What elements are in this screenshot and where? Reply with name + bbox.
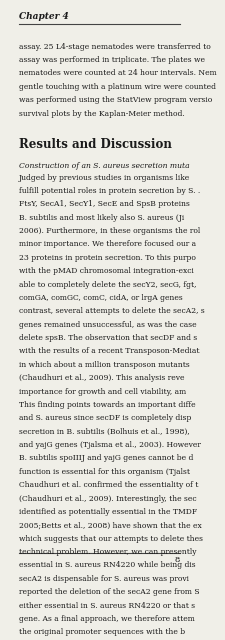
Text: assay. 25 L4-stage nematodes were transferred to: assay. 25 L4-stage nematodes were transf…	[18, 43, 209, 51]
Text: 23 proteins in protein secretion. To this purpo: 23 proteins in protein secretion. To thi…	[18, 254, 195, 262]
Text: and S. aureus since secDF is completely disp: and S. aureus since secDF is completely …	[18, 414, 190, 422]
Text: Chaudhuri et al. confirmed the essentiality of t: Chaudhuri et al. confirmed the essential…	[18, 481, 197, 489]
Text: 2005;Betts et al., 2008) have shown that the ex: 2005;Betts et al., 2008) have shown that…	[18, 522, 200, 529]
Text: Results and Discussion: Results and Discussion	[18, 138, 171, 151]
Text: with the pMAD chromosomal integration-exci: with the pMAD chromosomal integration-ex…	[18, 268, 193, 275]
Text: which suggests that our attempts to delete thes: which suggests that our attempts to dele…	[18, 535, 202, 543]
Text: in which about a million transposon mutants: in which about a million transposon muta…	[18, 361, 189, 369]
Text: reported the deletion of the secA2 gene from S: reported the deletion of the secA2 gene …	[18, 588, 198, 596]
Text: importance for growth and cell viability, am: importance for growth and cell viability…	[18, 388, 185, 396]
Text: secA2 is dispensable for S. aureus was provi: secA2 is dispensable for S. aureus was p…	[18, 575, 188, 583]
Text: with the results of a recent Transposon-Mediat: with the results of a recent Transposon-…	[18, 348, 198, 355]
Text: genes remained unsuccessful, as was the case: genes remained unsuccessful, as was the …	[18, 321, 195, 329]
Text: comGA, comGC, comC, cidA, or lrgA genes: comGA, comGC, comC, cidA, or lrgA genes	[18, 294, 182, 302]
Text: and yajG genes (Tjalsma et al., 2003). However: and yajG genes (Tjalsma et al., 2003). H…	[18, 441, 200, 449]
Text: assay was performed in triplicate. The plates we: assay was performed in triplicate. The p…	[18, 56, 204, 64]
Text: 2006). Furthermore, in these organisms the rol: 2006). Furthermore, in these organisms t…	[18, 227, 199, 235]
Text: able to completely delete the secY2, secG, fgt,: able to completely delete the secY2, sec…	[18, 280, 195, 289]
Text: B. subtilis and most likely also S. aureus (Ji: B. subtilis and most likely also S. aure…	[18, 214, 183, 221]
Text: essential in S. aureus RN4220 while being dis: essential in S. aureus RN4220 while bein…	[18, 561, 194, 570]
Text: gentle touching with a platinum wire were counted: gentle touching with a platinum wire wer…	[18, 83, 215, 91]
Text: gene. As a final approach, we therefore attem: gene. As a final approach, we therefore …	[18, 615, 194, 623]
Text: secretion in B. subtilis (Bolhuis et al., 1998),: secretion in B. subtilis (Bolhuis et al.…	[18, 428, 189, 436]
Text: identified as potentially essential in the TMDF: identified as potentially essential in t…	[18, 508, 196, 516]
Text: technical problem. However, we can presently: technical problem. However, we can prese…	[18, 548, 195, 556]
Text: fulfill potential roles in protein secretion by S. .: fulfill potential roles in protein secre…	[18, 187, 199, 195]
Text: function is essential for this organism (Tjalst: function is essential for this organism …	[18, 468, 189, 476]
Text: the original promoter sequences with the b: the original promoter sequences with the…	[18, 628, 184, 636]
Text: was performed using the StatView program versio: was performed using the StatView program…	[18, 96, 211, 104]
Text: FtsY, SecA1, SecY1, SecE and SpsB proteins: FtsY, SecA1, SecY1, SecE and SpsB protei…	[18, 200, 189, 209]
Text: B. subtilis spoIIIJ and yajG genes cannot be d: B. subtilis spoIIIJ and yajG genes canno…	[18, 454, 192, 463]
Text: contrast, several attempts to delete the secA2, s: contrast, several attempts to delete the…	[18, 307, 203, 316]
Text: 8: 8	[174, 556, 180, 564]
Text: either essential in S. aureus RN4220 or that s: either essential in S. aureus RN4220 or …	[18, 602, 194, 610]
Text: survival plots by the Kaplan-Meier method.: survival plots by the Kaplan-Meier metho…	[18, 109, 184, 118]
Text: nematodes were counted at 24 hour intervals. Nem: nematodes were counted at 24 hour interv…	[18, 69, 215, 77]
Text: (Chaudhuri et al., 2009). Interestingly, the sec: (Chaudhuri et al., 2009). Interestingly,…	[18, 495, 195, 502]
Text: delete spsB. The observation that secDF and s: delete spsB. The observation that secDF …	[18, 334, 196, 342]
Text: minor importance. We therefore focused our a: minor importance. We therefore focused o…	[18, 241, 195, 248]
Text: This finding points towards an important diffe: This finding points towards an important…	[18, 401, 194, 409]
Text: (Chaudhuri et al., 2009). This analysis reve: (Chaudhuri et al., 2009). This analysis …	[18, 374, 183, 382]
Text: Chapter 4: Chapter 4	[18, 12, 68, 21]
Text: Construction of an S. aureus secretion muta: Construction of an S. aureus secretion m…	[18, 162, 188, 170]
Text: Judged by previous studies in organisms like: Judged by previous studies in organisms …	[18, 173, 189, 182]
